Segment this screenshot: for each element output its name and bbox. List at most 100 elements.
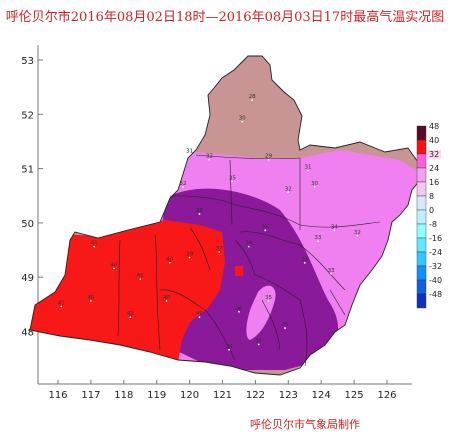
- legend-swatch: [416, 209, 427, 225]
- x-axis-ticks: 116 117 118 119 120 121 122 123 124 125 126: [48, 380, 397, 401]
- x-tick-label: 116: [48, 390, 67, 401]
- x-tick-label: 124: [312, 390, 331, 401]
- legend-label: -16: [429, 234, 442, 243]
- station-dot: [182, 185, 184, 188]
- x-tick-label: 121: [213, 390, 232, 401]
- legend-swatch: [416, 153, 427, 169]
- station-dot: [165, 300, 168, 302]
- legend-label: -48: [429, 290, 442, 299]
- station-value: 33: [301, 257, 308, 263]
- legend-label: -40: [429, 276, 442, 285]
- station-dot: [247, 245, 250, 248]
- legend-label: -24: [429, 248, 442, 257]
- station-value: 32: [354, 230, 361, 236]
- station-value: 36: [282, 322, 289, 328]
- station-dot: [198, 316, 201, 319]
- station-dot: [208, 158, 211, 161]
- station-value: 35: [255, 338, 262, 344]
- station-value: 32: [180, 181, 187, 187]
- station-value: 39: [186, 251, 193, 257]
- legend: 48 40 32 24 16 8 0 -8 -16 -24 -32 -40 -48: [416, 122, 442, 309]
- zone-32-inner: [246, 285, 276, 340]
- zone-40: [30, 220, 225, 362]
- station-dot: [313, 185, 316, 188]
- station-dot: [238, 310, 240, 313]
- station-value: 35: [245, 241, 252, 247]
- legend-label: 40: [429, 136, 439, 145]
- legend-label: 32: [429, 150, 439, 159]
- producer-credit: 呼伦贝尔市气象局制作: [250, 418, 360, 431]
- y-axis-ticks: 53 52 51 50 49 48: [21, 56, 43, 339]
- legend-swatch: [416, 223, 427, 239]
- station-value: 36: [262, 224, 269, 230]
- station-value: 31: [305, 165, 312, 171]
- station-dot: [307, 169, 309, 172]
- legend-swatch: [416, 181, 427, 197]
- station-value: 32: [206, 154, 213, 160]
- legend-swatch: [416, 125, 427, 141]
- station-value: 29: [265, 154, 272, 160]
- station-value: 35: [229, 175, 236, 181]
- legend-swatch: [416, 279, 427, 295]
- y-tick-label: 48: [21, 328, 34, 339]
- station-value: 40: [163, 295, 170, 301]
- station-value: 30: [311, 181, 318, 187]
- station-value: 33: [328, 268, 335, 274]
- x-tick-label: 125: [345, 390, 364, 401]
- legend-label: 0: [429, 206, 434, 215]
- station-value: 41: [58, 300, 65, 306]
- station-layer: 28 30 31 32 29 31 32 35 32 30 34 33 32 33 33 36 35 37 38 39…: [58, 94, 361, 351]
- station-dot: [228, 348, 230, 351]
- station-value: 28: [249, 94, 256, 100]
- station-dot: [90, 300, 92, 302]
- station-dot: [93, 245, 96, 248]
- y-tick-label: 49: [21, 273, 34, 284]
- station-dot: [317, 240, 319, 243]
- legend-label: -8: [429, 220, 437, 229]
- station-dot: [356, 234, 359, 237]
- legend-label: 24: [429, 164, 439, 173]
- station-value: 36: [235, 306, 242, 312]
- station-dot: [218, 251, 221, 253]
- station-dot: [284, 327, 286, 329]
- x-tick-label: 118: [114, 390, 133, 401]
- legend-label: 16: [429, 178, 439, 187]
- legend-label: 8: [429, 192, 434, 201]
- station-dot: [231, 180, 234, 183]
- station-value: 31: [186, 148, 193, 154]
- county-boundaries: [117, 154, 381, 367]
- x-tick-label: 120: [180, 390, 199, 401]
- legend-label: -32: [429, 262, 442, 271]
- station-dot: [168, 262, 171, 264]
- station-dot: [139, 278, 142, 281]
- station-value: 40: [196, 311, 203, 317]
- x-tick-label: 126: [377, 390, 396, 401]
- station-dot: [251, 99, 254, 101]
- station-value: 40: [87, 295, 94, 301]
- station-value: 33: [314, 235, 321, 241]
- station-dot: [264, 229, 267, 232]
- station-value: 41: [137, 273, 144, 279]
- station-dot: [188, 256, 191, 259]
- station-value: 32: [285, 186, 292, 192]
- station-dot: [198, 213, 201, 215]
- station-dot: [287, 191, 290, 194]
- legend-swatch: [416, 265, 427, 281]
- legend-swatch: [416, 167, 427, 183]
- y-tick-label: 52: [21, 110, 34, 121]
- legend-swatch: [416, 293, 427, 309]
- station-dot: [330, 272, 332, 275]
- station-dot: [188, 153, 191, 156]
- map-title: 呼伦贝尔市2016年08月02日18时—2016年08月03日17时最高气温实况…: [5, 10, 445, 25]
- station-value: 40: [166, 257, 173, 263]
- station-dot: [129, 316, 132, 319]
- legend-swatch: [416, 251, 427, 267]
- station-dot: [267, 158, 270, 161]
- y-tick-label: 50: [21, 219, 34, 230]
- legend-label: 48: [429, 122, 439, 131]
- x-tick-label: 119: [147, 390, 166, 401]
- station-value: 35: [265, 295, 272, 301]
- station-value: 42: [127, 311, 134, 317]
- station-dot: [257, 343, 260, 346]
